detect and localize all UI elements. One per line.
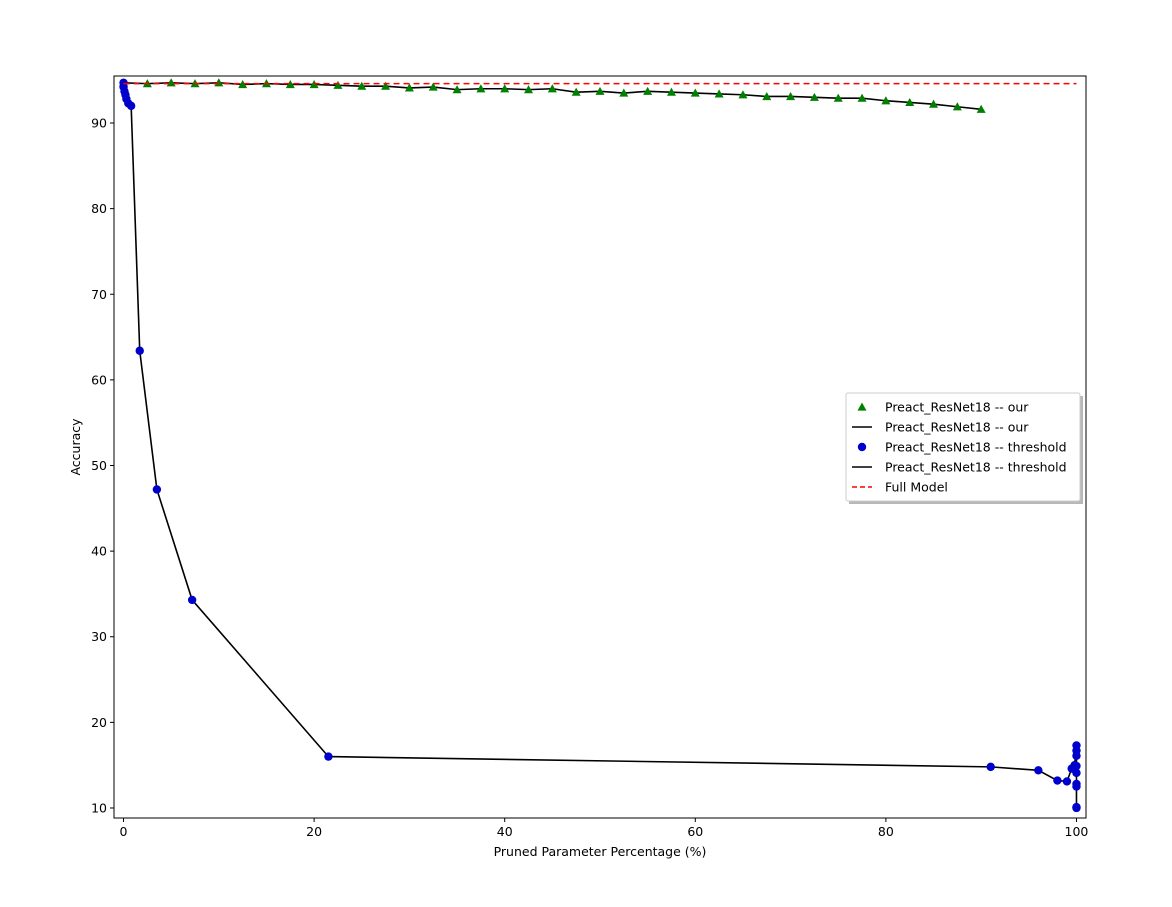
- marker: [404, 83, 414, 92]
- marker: [786, 91, 796, 101]
- marker: [952, 102, 962, 111]
- marker: [428, 82, 438, 91]
- marker: [1072, 768, 1081, 778]
- marker: [476, 84, 486, 93]
- marker: [1072, 761, 1081, 771]
- marker: [333, 80, 343, 89]
- y-tick-label: 50: [91, 458, 107, 473]
- y-tick-label: 30: [91, 629, 107, 644]
- marker: [571, 87, 581, 96]
- legend: Preact_ResNet18 -- our Preact_ResNet18 --…: [845, 392, 1083, 504]
- legend-label: Preact_ResNet18 -- threshold: [885, 460, 1067, 475]
- marker: [976, 104, 986, 113]
- marker: [738, 90, 748, 99]
- legend-box: [845, 392, 1081, 502]
- legend-marker: [857, 442, 867, 452]
- marker: [643, 86, 653, 95]
- y-tick-label: 70: [91, 287, 107, 302]
- marker: [1072, 803, 1081, 813]
- marker: [187, 595, 197, 605]
- legend-label: Full Model: [885, 480, 948, 495]
- marker: [238, 79, 248, 89]
- legend-marker: [857, 402, 867, 411]
- marker: [595, 86, 605, 95]
- y-tick-label: 90: [91, 116, 107, 131]
- x-tick-label: 40: [497, 824, 513, 839]
- marker: [1034, 766, 1043, 775]
- marker: [986, 762, 995, 772]
- marker: [524, 85, 534, 94]
- marker: [1072, 751, 1081, 760]
- marker: [1062, 777, 1072, 786]
- marker: [357, 81, 367, 90]
- marker: [833, 93, 843, 102]
- legend-label: Preact_ResNet18 -- our: [885, 400, 1029, 415]
- marker: [500, 84, 510, 93]
- marker: [905, 97, 915, 107]
- marker: [547, 84, 557, 93]
- marker: [762, 91, 772, 101]
- y-tick-label: 80: [91, 201, 107, 216]
- marker: [619, 88, 629, 97]
- marker: [1072, 782, 1081, 791]
- y-axis-label: Accuracy: [68, 418, 83, 476]
- marker: [452, 85, 462, 94]
- marker: [690, 88, 700, 97]
- marker: [714, 89, 724, 98]
- y-tick-label: 20: [91, 715, 107, 730]
- y-tick-label: 10: [91, 800, 107, 815]
- x-tick-label: 60: [687, 824, 703, 839]
- marker: [857, 93, 867, 102]
- legend-label: Preact_ResNet18 -- threshold: [885, 440, 1067, 455]
- x-tick-label: 100: [1065, 824, 1089, 839]
- marker: [285, 79, 295, 89]
- marker: [381, 81, 391, 90]
- marker: [324, 752, 333, 761]
- marker: [152, 485, 162, 494]
- y-tick-label: 60: [91, 372, 107, 387]
- y-tick-label: 40: [91, 544, 107, 559]
- x-tick-label: 80: [878, 824, 894, 839]
- marker: [135, 346, 144, 355]
- plot-frame: [113, 75, 1087, 819]
- x-tick-label: 0: [120, 824, 128, 839]
- x-tick-label: 20: [306, 824, 322, 839]
- marker: [126, 101, 136, 111]
- marker: [809, 92, 819, 101]
- legend-label: Preact_ResNet18 -- our: [885, 420, 1029, 435]
- marker: [1053, 776, 1062, 785]
- x-axis-label: Pruned Parameter Percentage (%): [494, 844, 707, 859]
- marker: [881, 96, 891, 105]
- marker: [666, 87, 676, 96]
- marker: [929, 99, 939, 108]
